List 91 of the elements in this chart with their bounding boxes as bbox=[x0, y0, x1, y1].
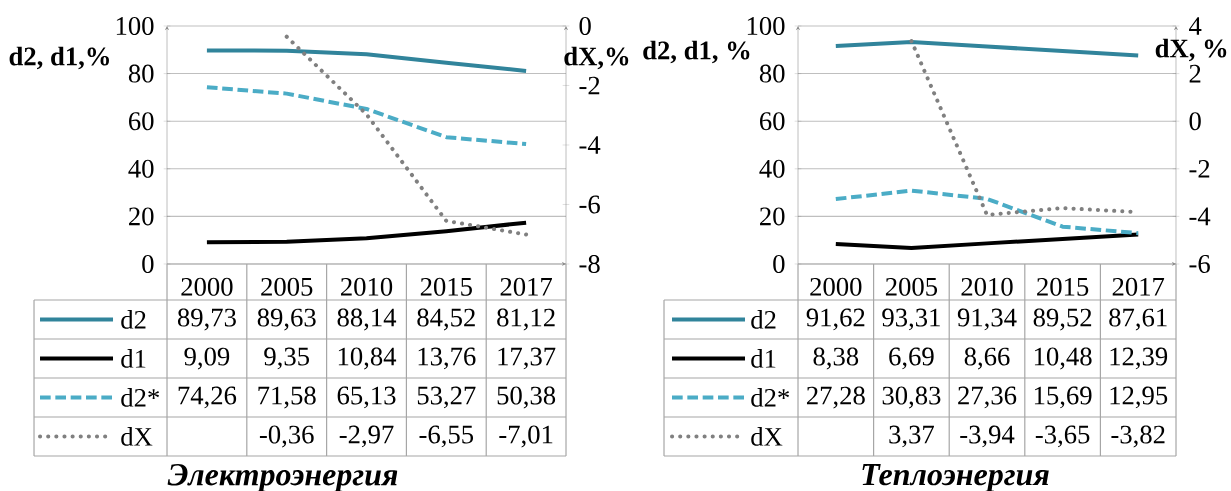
data-label: 10,48 bbox=[1034, 347, 1092, 370]
y-tick-label: 100 bbox=[116, 17, 154, 35]
data-label: 15,69 bbox=[1034, 386, 1092, 409]
data-label: -0,36 bbox=[259, 425, 314, 448]
y2-tick-label: 0 bbox=[579, 17, 591, 35]
data-label: -3,94 bbox=[960, 425, 1015, 448]
y-tick-label: 0 bbox=[773, 254, 785, 273]
text: Теплоэнергия bbox=[862, 464, 1049, 491]
y-tick-label: 40 bbox=[759, 159, 785, 178]
y-tick-label: 100 bbox=[747, 17, 785, 35]
data-label: 89,52 bbox=[1033, 308, 1092, 331]
y-tick-label: 80 bbox=[128, 64, 154, 83]
data-label: 27,28 bbox=[806, 386, 865, 409]
y2-tick-label: 2 bbox=[1189, 64, 1201, 83]
x-tick-label: 2005 bbox=[261, 277, 313, 296]
line-series bbox=[204, 85, 529, 147]
data-label: 10,84 bbox=[338, 347, 397, 370]
legend-label: dX bbox=[121, 427, 153, 446]
data-label: 81,12 bbox=[497, 308, 555, 331]
y2-tick-label: 4 bbox=[1189, 17, 1202, 35]
line-series bbox=[833, 39, 1141, 58]
data-label: 8,66 bbox=[964, 347, 1010, 370]
data-label: 91,34 bbox=[957, 308, 1017, 331]
y-tick-label: 60 bbox=[129, 112, 154, 131]
data-label: -3,65 bbox=[1035, 425, 1090, 448]
data-label: 17,37 bbox=[498, 347, 556, 370]
data-label: 9,35 bbox=[264, 347, 309, 370]
data-label: 88,14 bbox=[337, 308, 397, 331]
data-label: 89,73 bbox=[177, 308, 236, 331]
legend-label: d1 bbox=[121, 349, 146, 368]
data-label: 74,26 bbox=[178, 386, 237, 409]
data-label: 12,95 bbox=[1110, 386, 1168, 409]
y2-tick-label: -6 bbox=[1189, 255, 1210, 273]
line-series bbox=[833, 232, 1141, 251]
y-tick-label: 0 bbox=[142, 254, 154, 273]
y-tick-label: 60 bbox=[760, 112, 785, 131]
x-tick-label: 2015 bbox=[1037, 277, 1089, 296]
data-label: 27,36 bbox=[958, 386, 1017, 409]
data-label: -6,55 bbox=[419, 425, 474, 448]
x-tick-label: 2010 bbox=[961, 277, 1013, 296]
y2-tick-label: -4 bbox=[579, 136, 601, 154]
y-tick-label: 80 bbox=[759, 64, 785, 83]
y-axis-title: d2, d1, % bbox=[643, 40, 750, 64]
data-label: 12,39 bbox=[1110, 347, 1168, 370]
line-series bbox=[204, 48, 529, 73]
y2-tick-label: -4 bbox=[1189, 207, 1211, 226]
data-label: -2,97 bbox=[339, 425, 394, 448]
y2-tick-label: -2 bbox=[1189, 159, 1210, 178]
y-tick-label: 20 bbox=[129, 207, 154, 226]
legend-label: d2 bbox=[751, 310, 776, 329]
y2-tick-label: -2 bbox=[579, 76, 600, 95]
x-tick-label: 2010 bbox=[341, 277, 393, 296]
data-label: 93,31 bbox=[882, 308, 940, 331]
y2-axis-title: dX, % bbox=[1155, 38, 1227, 62]
data-label: 8,38 bbox=[813, 347, 859, 370]
line-series bbox=[284, 34, 529, 237]
data-label: 30,83 bbox=[882, 386, 941, 409]
x-tick-label: 2000 bbox=[181, 277, 233, 296]
x-tick-label: 2000 bbox=[810, 277, 862, 296]
data-label: 9,09 bbox=[184, 347, 230, 370]
y2-tick-label: -8 bbox=[579, 254, 600, 273]
data-label: 84,52 bbox=[417, 308, 475, 331]
data-label: 13,76 bbox=[418, 347, 476, 370]
y-tick-label: 40 bbox=[128, 159, 154, 178]
y-tick-label: 20 bbox=[760, 207, 785, 226]
y2-tick-label: -6 bbox=[579, 195, 600, 214]
data-label: 71,58 bbox=[258, 386, 316, 409]
y2-axis-title: dX,% bbox=[564, 46, 629, 70]
legend-label: d1 bbox=[751, 349, 776, 368]
data-label: 6,69 bbox=[889, 347, 934, 370]
data-label: 50,38 bbox=[497, 386, 556, 409]
y-axis-title: d2, d1,% bbox=[9, 46, 109, 70]
legend-label: d2* bbox=[751, 388, 789, 407]
legend-label: d2* bbox=[121, 388, 159, 407]
x-tick-label: 2017 bbox=[1112, 277, 1165, 296]
legend-label: dX bbox=[751, 427, 783, 446]
legend-label: d2 bbox=[121, 310, 146, 329]
line-series bbox=[204, 220, 529, 245]
y2-tick-label: 0 bbox=[1189, 112, 1201, 131]
data-label: 65,13 bbox=[337, 386, 396, 409]
line-series bbox=[833, 188, 1141, 236]
data-label: 89,63 bbox=[257, 308, 316, 331]
x-tick-label: 2005 bbox=[885, 277, 938, 296]
data-label: -7,01 bbox=[499, 425, 553, 448]
data-label: 53,27 bbox=[417, 386, 476, 409]
data-label: 91,62 bbox=[806, 308, 865, 331]
x-tick-label: 2015 bbox=[420, 277, 472, 296]
x-tick-label: 2017 bbox=[500, 277, 553, 296]
data-label: -3,82 bbox=[1111, 425, 1165, 448]
data-label: 3,37 bbox=[889, 425, 934, 448]
data-label: 87,61 bbox=[1109, 308, 1167, 331]
